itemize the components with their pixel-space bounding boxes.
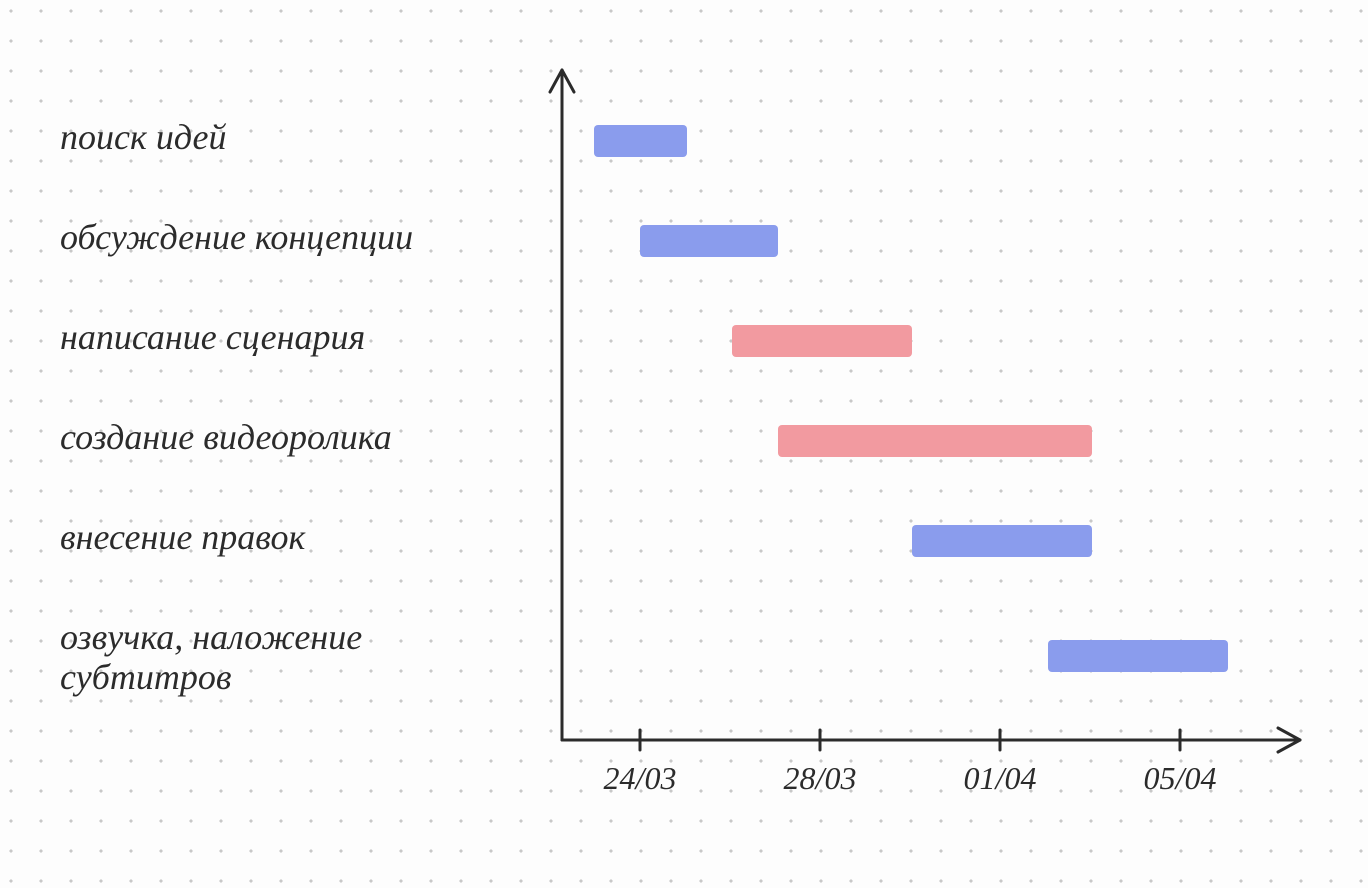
task-label-script: написание сценария	[60, 318, 365, 358]
gantt-bar-voiceover	[1048, 640, 1228, 672]
gantt-bar-edits	[912, 525, 1092, 557]
task-label-ideas: поиск идей	[60, 118, 226, 158]
xtick-label-1: 28/03	[784, 760, 857, 797]
xtick-label-2: 01/04	[964, 760, 1037, 797]
task-label-voiceover: озвучка, наложение субтитров	[60, 618, 362, 697]
task-label-concept: обсуждение концепции	[60, 218, 413, 258]
gantt-bar-script	[732, 325, 912, 357]
xtick-label-0: 24/03	[604, 760, 677, 797]
gantt-bar-ideas	[594, 125, 687, 157]
task-label-video: создание видеоролика	[60, 418, 392, 458]
gantt-bar-concept	[640, 225, 778, 257]
xtick-label-3: 05/04	[1144, 760, 1217, 797]
gantt-bar-video	[778, 425, 1092, 457]
task-label-edits: внесение правок	[60, 518, 305, 558]
